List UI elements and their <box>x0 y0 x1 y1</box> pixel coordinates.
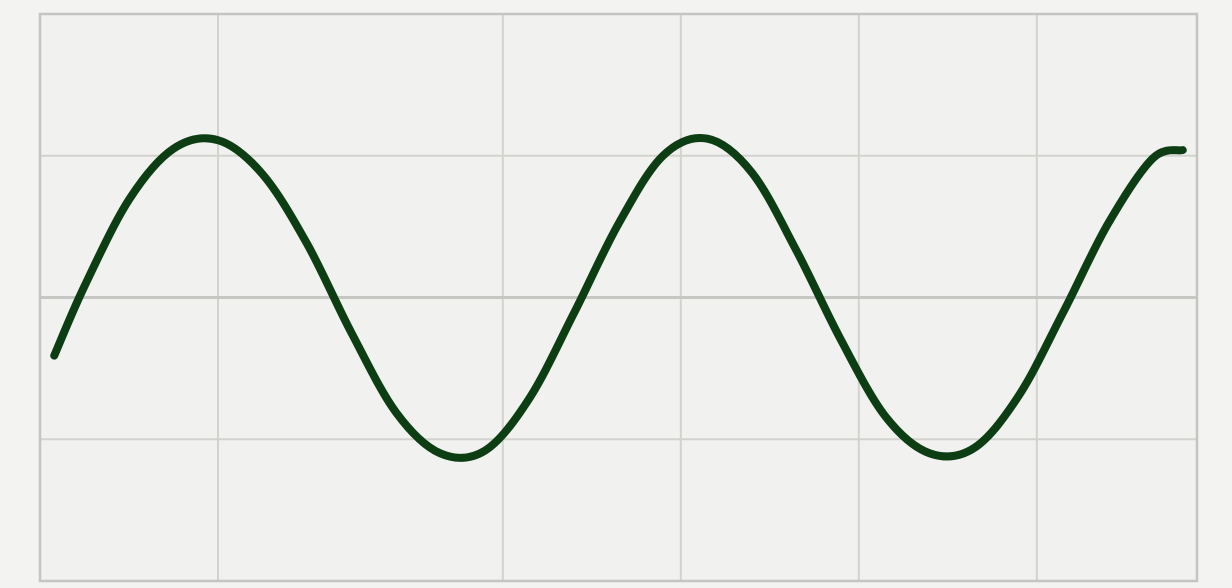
plot-frame <box>38 12 1199 583</box>
sine-wave-line <box>50 134 1187 462</box>
series-layer <box>50 134 1187 462</box>
grid <box>40 14 1197 581</box>
